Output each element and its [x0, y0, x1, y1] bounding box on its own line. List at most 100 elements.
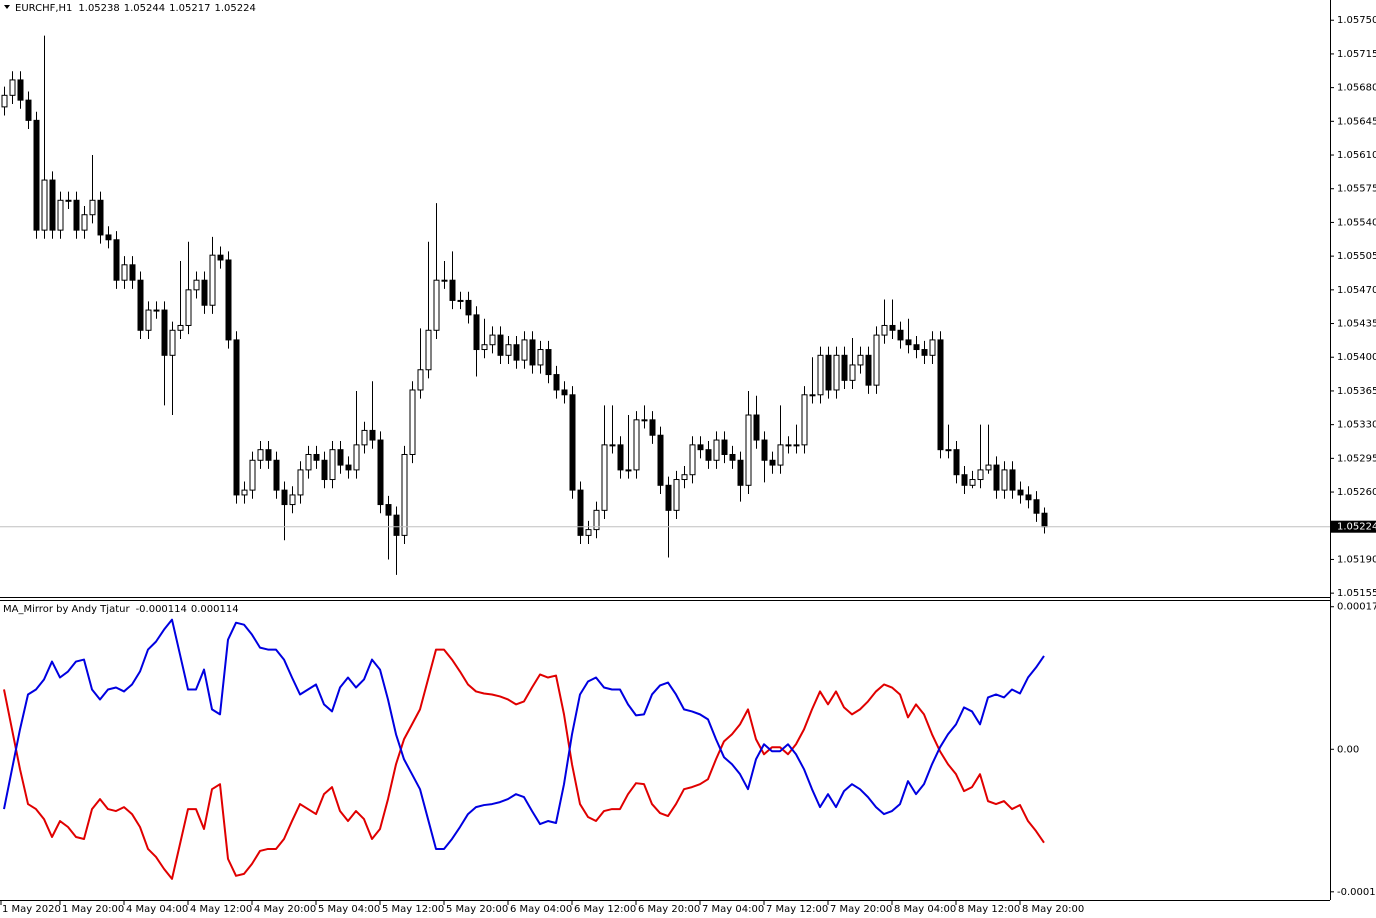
candle-body — [673, 479, 680, 511]
candle-body — [665, 484, 672, 511]
candle-body — [1025, 494, 1032, 501]
y-tick-label: 1.05715 — [1337, 49, 1376, 60]
candle-body — [809, 394, 816, 397]
y-tick-label: 1.05575 — [1337, 184, 1376, 195]
candle-body — [321, 459, 328, 481]
candle-body — [345, 464, 352, 471]
candle-body — [281, 489, 288, 506]
x-tick-label: 8 May 20:00 — [1022, 904, 1084, 915]
x-tick-label: 7 May 20:00 — [830, 904, 892, 915]
candle-body — [649, 419, 656, 436]
candle-body — [633, 419, 640, 471]
candle-body — [617, 444, 624, 471]
candle-body — [601, 444, 608, 511]
y-tick-label: 1.05505 — [1337, 251, 1376, 262]
candle-body — [689, 444, 696, 476]
candle-body — [961, 474, 968, 486]
candle-body — [545, 349, 552, 376]
header-value: 1.05217 — [169, 3, 210, 14]
candle-body — [641, 419, 648, 422]
candle-body — [233, 339, 240, 496]
candle-body — [625, 469, 632, 472]
x-tick-label: 6 May 12:00 — [574, 904, 636, 915]
candle-body — [209, 254, 216, 306]
candle-body — [297, 469, 304, 496]
x-tick-label: 4 May 20:00 — [254, 904, 316, 915]
candle-body — [137, 279, 144, 331]
candle-body — [825, 354, 832, 391]
candle-body — [289, 494, 296, 506]
candle-body — [561, 389, 568, 396]
candle-body — [113, 239, 120, 281]
y-tick-label: 0.00 — [1337, 744, 1359, 755]
header-value: 1.05244 — [124, 3, 165, 14]
y-tick-label: 1.05610 — [1337, 150, 1376, 161]
y-tick-label: 1.05400 — [1337, 352, 1376, 363]
candle-body — [753, 414, 760, 441]
y-tick-label: 1.05330 — [1337, 420, 1376, 431]
candle-body — [857, 354, 864, 366]
candle-body — [161, 309, 168, 356]
candle-body — [609, 444, 616, 447]
candle-body — [745, 414, 752, 486]
candle-body — [953, 449, 960, 476]
x-tick-label: 5 May 20:00 — [446, 904, 508, 915]
chart-header: EURCHF,H1 1.05238 1.05244 1.05217 1.05224 — [15, 3, 256, 14]
candle-body — [273, 459, 280, 491]
candle-body — [193, 279, 200, 291]
candle-body — [97, 199, 104, 236]
candle-body — [721, 439, 728, 455]
candle-body — [657, 434, 664, 486]
candle-body — [361, 429, 368, 446]
candle-body — [793, 444, 800, 447]
indicator-title: MA_Mirror by Andy Tjatur — [3, 604, 130, 615]
y-tick-label: 1.05260 — [1337, 487, 1376, 498]
candle-body — [569, 394, 576, 491]
y-tick-label: 1.05645 — [1337, 116, 1376, 127]
candle-body — [81, 214, 88, 231]
candle-body — [945, 449, 952, 452]
candle-body — [25, 99, 32, 121]
candle-body — [513, 344, 520, 361]
candle-body — [521, 339, 528, 361]
candle-body — [473, 314, 480, 351]
candle-body — [329, 449, 336, 481]
candle-body — [337, 449, 344, 466]
candle-body — [905, 339, 912, 346]
candle-body — [145, 309, 152, 331]
y-tick-label: 0.000174 — [1337, 602, 1376, 613]
candle-body — [313, 453, 320, 461]
indicator-line — [3, 618, 1045, 850]
candle-body — [881, 324, 888, 336]
candle-body — [177, 324, 184, 331]
x-tick-label: 6 May 20:00 — [638, 904, 700, 915]
y-tick-label: 1.05435 — [1337, 319, 1376, 330]
candle-body — [249, 459, 256, 491]
candle-body — [457, 299, 464, 302]
y-tick-label: 1.05680 — [1337, 83, 1376, 94]
candle-body — [353, 444, 360, 471]
header-value: -0.000114 — [136, 604, 187, 615]
x-tick-label: 4 May 04:00 — [126, 904, 188, 915]
candle-body — [553, 374, 560, 391]
candle-body — [129, 264, 136, 281]
x-tick-label: 1 May 20:00 — [62, 904, 124, 915]
bid-label: 1.05224 — [1337, 522, 1376, 533]
candle-body — [401, 453, 408, 536]
candle-body — [897, 329, 904, 341]
candle-body — [265, 449, 272, 461]
candle-body — [529, 339, 536, 366]
candle-body — [433, 279, 440, 331]
candle-body — [225, 259, 232, 341]
candle-body — [425, 329, 432, 371]
symbol-menu-arrow[interactable] — [4, 5, 10, 9]
candle-body — [833, 354, 840, 391]
candle-body — [713, 439, 720, 461]
candle-body — [33, 119, 40, 231]
candle-body — [1033, 499, 1040, 514]
candle-body — [841, 354, 848, 381]
candle-body — [153, 309, 160, 312]
candle-body — [1009, 469, 1016, 491]
